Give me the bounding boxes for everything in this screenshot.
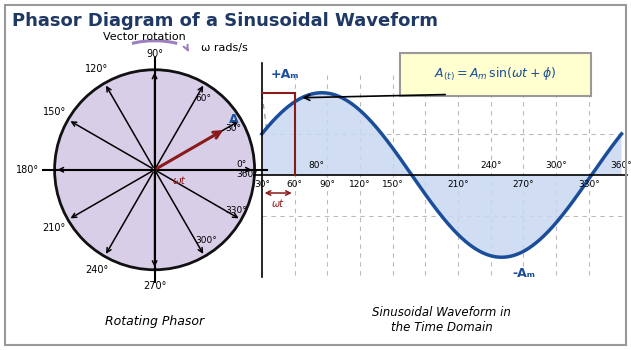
Text: 360°: 360° [611,161,631,170]
Text: A: A [228,113,239,126]
Text: Vector rotation: Vector rotation [103,32,186,42]
Text: Sinusoidal Waveform in
the Time Domain: Sinusoidal Waveform in the Time Domain [372,306,511,334]
Text: 150°: 150° [42,107,66,117]
Text: 0°
360°: 0° 360° [237,160,258,180]
Text: 90°: 90° [146,49,163,59]
Text: 120°: 120° [85,64,109,74]
Circle shape [55,70,254,270]
Text: Rotating Phasor: Rotating Phasor [105,315,204,328]
Text: +Aₘ: +Aₘ [270,68,299,81]
Text: 80°: 80° [309,161,324,170]
Text: 300°: 300° [545,161,567,170]
Text: 330°: 330° [226,206,247,215]
Text: 270°: 270° [143,281,167,291]
Text: 60°: 60° [286,180,302,189]
Text: -Aₘ: -Aₘ [512,267,535,280]
Text: $A_{(t)} = A_m\,\sin(\omega t + \phi)$: $A_{(t)} = A_m\,\sin(\omega t + \phi)$ [434,66,557,83]
Text: 270°: 270° [512,180,534,189]
Text: 90°: 90° [319,180,335,189]
Text: 30°: 30° [226,124,242,133]
Text: ωt: ωt [173,176,186,186]
Text: 300°: 300° [196,236,217,245]
Text: ωt: ωt [272,199,284,209]
Text: Phasor Diagram of a Sinusoidal Waveform: Phasor Diagram of a Sinusoidal Waveform [12,12,438,30]
Text: 210°: 210° [42,223,66,233]
Text: 30°: 30° [254,180,270,189]
FancyBboxPatch shape [399,53,591,96]
Text: 330°: 330° [578,180,599,189]
Text: 150°: 150° [382,180,404,189]
Text: ω rads/s: ω rads/s [201,43,247,53]
Text: 210°: 210° [447,180,469,189]
Text: 240°: 240° [85,265,109,275]
Text: 180°: 180° [16,165,38,175]
Text: 240°: 240° [480,161,502,170]
Text: 120°: 120° [349,180,371,189]
Text: 60°: 60° [196,94,211,103]
